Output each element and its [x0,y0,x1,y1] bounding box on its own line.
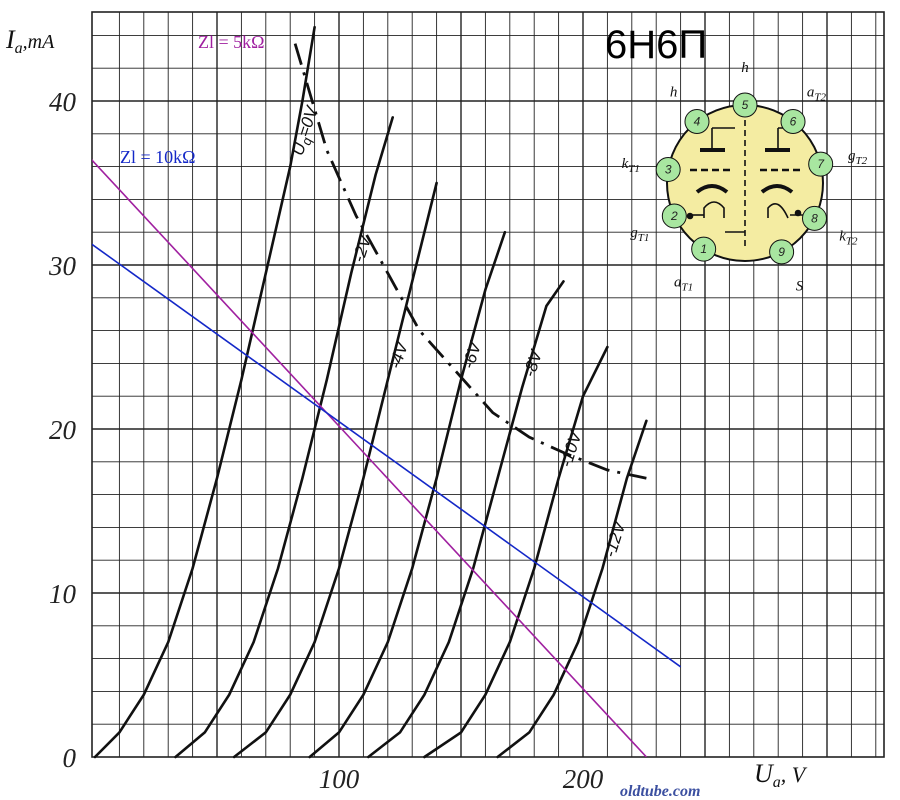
tube-pinout-diagram: 1 aT1 2 gT1 3 kT1 4 h 5 h 6 aT2 7 gT2 8 kT2 9 S [622,60,868,294]
y-tick-label: 30 [48,251,77,281]
tube-internals [686,110,808,250]
y-tick-label: 40 [49,87,77,117]
load-line-label: Zl = 5kΩ [198,32,265,52]
curve-label: -6V [459,338,486,371]
pin-label: kT2 [839,229,858,248]
pin-number: 1 [700,242,707,256]
curve--4V [232,181,438,759]
x-axis-label: Ua, V [754,759,808,791]
curve-label: -2V [349,232,376,265]
pin-label: h [741,60,749,76]
curves: Uq=0V -2V -4V -6V -8V -10V -12V [93,25,648,759]
curve-label: -12V [600,518,630,560]
pin-3 [655,156,681,182]
pin-5 [732,92,758,118]
pin-label: h [670,85,678,101]
y-tick-label: 10 [49,579,77,609]
pin-number: 3 [665,162,672,176]
curve-label: -8V [520,347,547,380]
pin-number: 4 [694,115,701,129]
curve-label: -4V [386,338,413,371]
load-line [92,243,682,668]
curve-Uq=0V [93,25,316,759]
curve--2V [174,116,394,759]
pin-number: 7 [817,157,825,171]
max-dissipation-curve [293,43,647,480]
curve--10V [423,345,609,759]
pin-label: aT2 [807,85,827,104]
pin-8 [801,205,827,231]
y-axis-label: Ia,mA [5,25,55,57]
pin-number: 5 [742,98,749,112]
pin-number: 8 [811,211,818,225]
pin-label: kT1 [622,156,640,175]
pin-4 [684,109,710,135]
load-line-label: Zl = 10kΩ [120,147,196,167]
x-tick-label: 100 [319,764,360,794]
pin-label: S [796,278,804,294]
pin-7 [808,151,834,177]
pin-number: 2 [670,209,678,223]
watermark: oldtube.com [620,783,700,800]
max-dissipation [293,43,647,480]
pin-number: 6 [790,115,797,129]
pin-number: 9 [778,245,785,259]
pin-1 [691,236,717,262]
pin-label: aT1 [674,274,693,293]
curve--8V [367,280,565,759]
load-line [92,159,648,757]
curve--6V [308,230,507,759]
curve-label: Uq=0V [288,103,325,159]
chart-title: 6Н6П [605,23,707,67]
curve-label: -10V [556,428,586,470]
curve--12V [496,419,648,759]
pin-label: gT2 [848,148,868,167]
pin-2 [661,203,687,229]
x-tick-label: 200 [563,764,604,794]
pin-label: gT1 [630,225,649,244]
y-tick-label: 0 [63,743,77,773]
load-lines: Zl = 5kΩ Zl = 10kΩ [92,32,682,757]
plot-frame [91,11,885,758]
pin-6 [780,109,806,135]
pin-9 [769,239,795,265]
y-tick-label: 20 [49,415,77,445]
axis-ticks: 0 10 20 30 40 100 200 [48,87,604,794]
